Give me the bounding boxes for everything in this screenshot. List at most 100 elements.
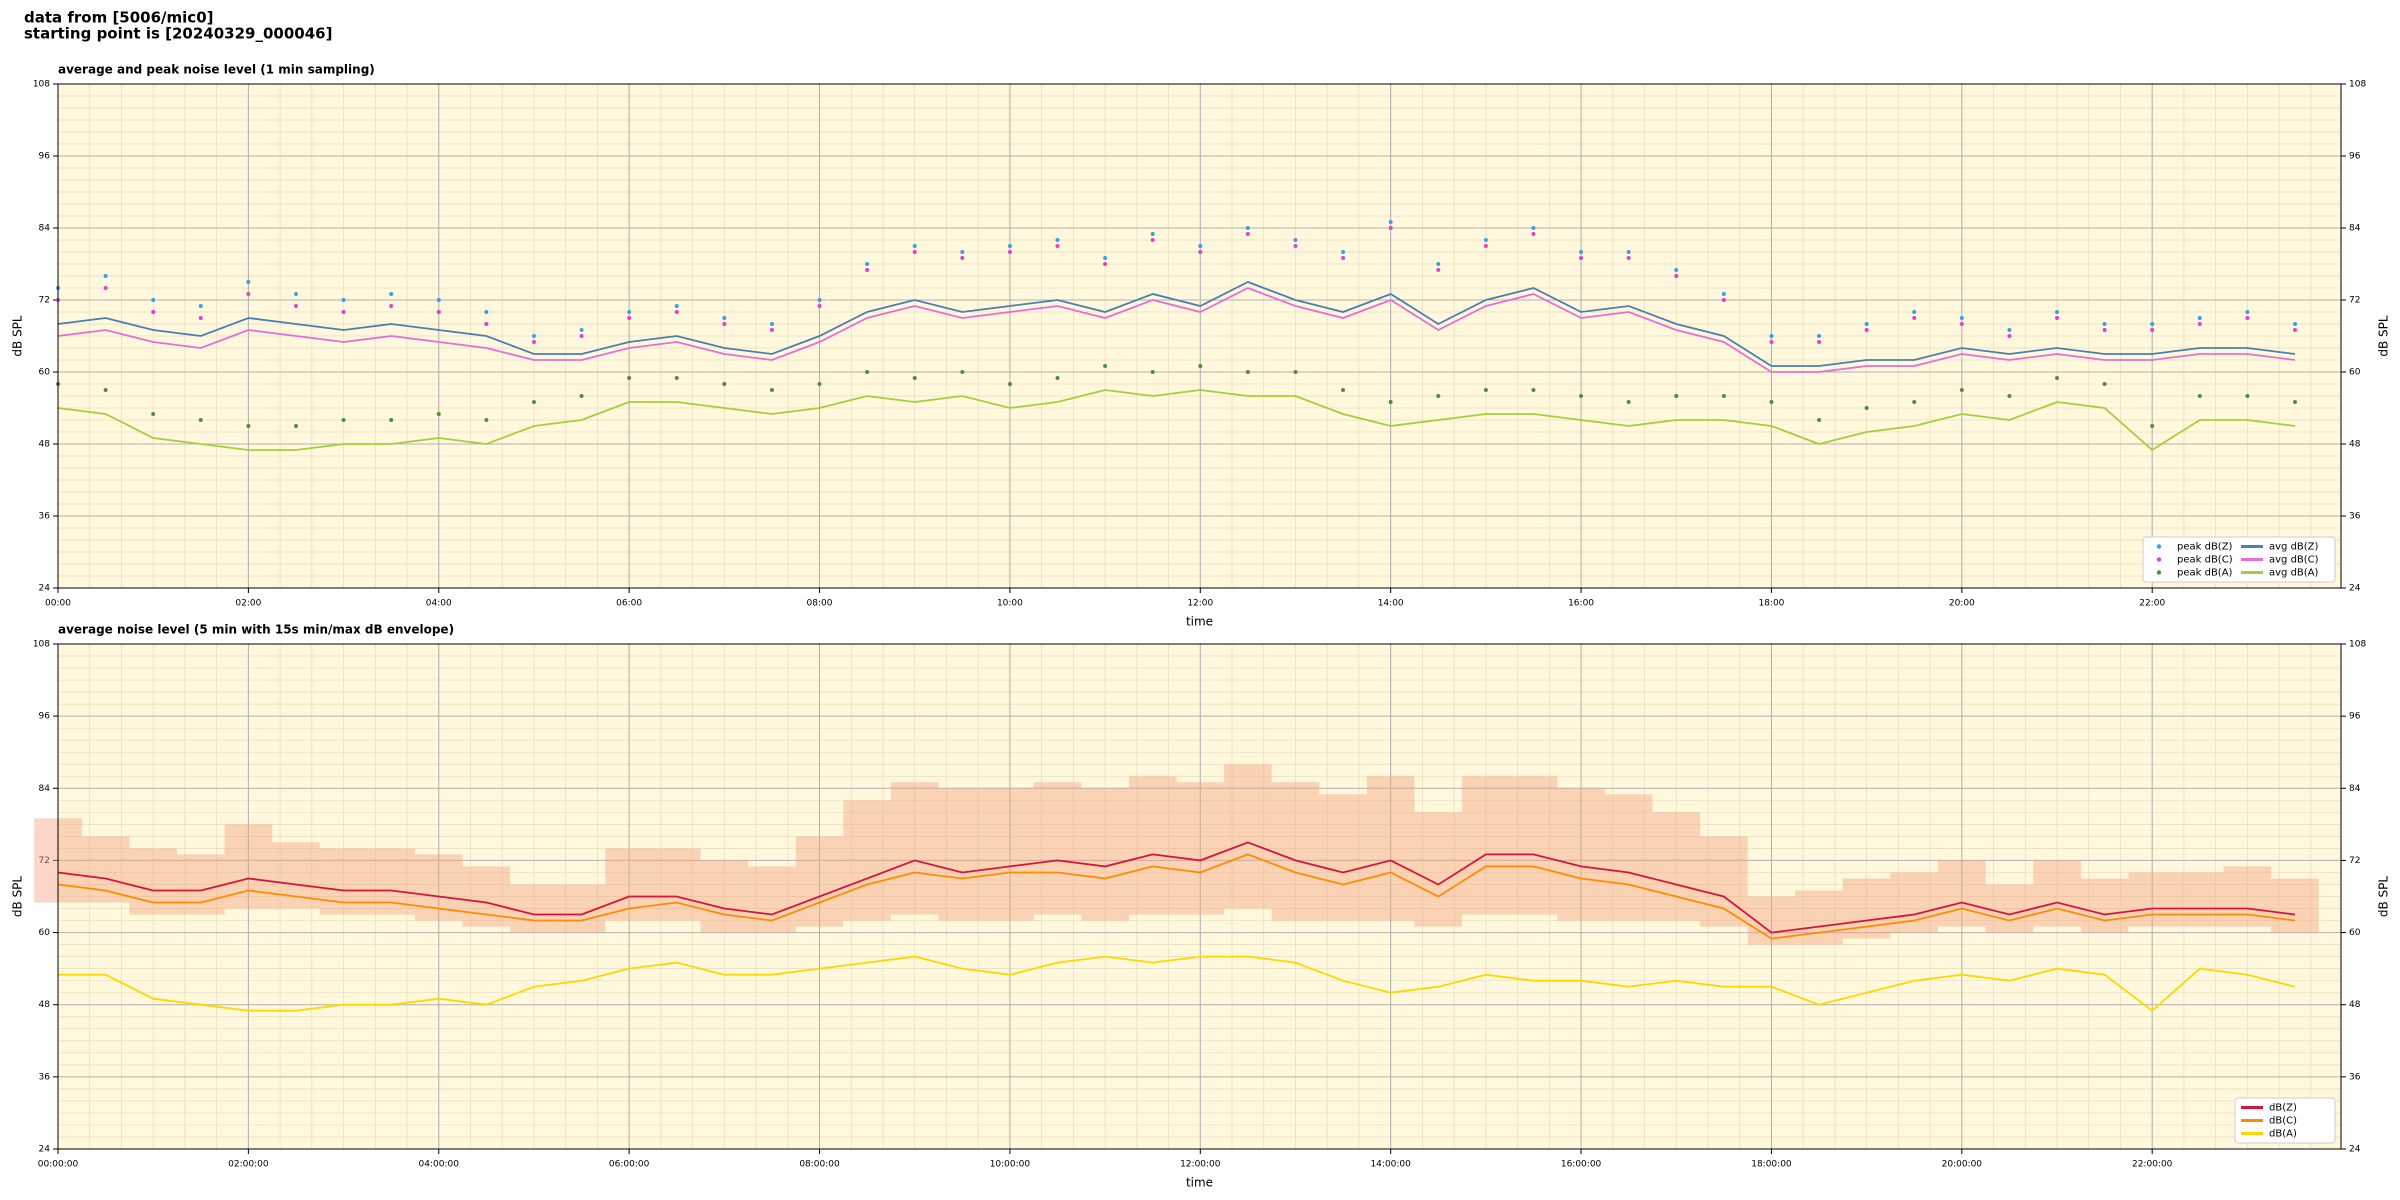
peak-point [389,418,394,422]
peak-point [1579,256,1584,260]
peak-point [960,370,965,374]
series-line [57,281,2296,367]
peak-point [198,316,203,320]
peak-point [1721,298,1726,302]
x-tick-label: 10:00:00 [990,1160,1031,1170]
x-tick-label: 12:00:00 [1180,1160,1221,1170]
peak-point [1912,400,1917,404]
envelope-bar [176,854,225,915]
y-tick-label: 108 [33,640,50,650]
peak-point [1721,292,1726,296]
legend-label: peak dB(Z) [2177,542,2233,553]
y2-tick-label: 84 [2349,224,2361,234]
y2-tick-label: 108 [2349,640,2366,650]
peak-point [1483,388,1488,392]
y2-tick-label: 48 [2349,1000,2361,1010]
envelope-bar [2080,878,2129,933]
y2-tick-label: 72 [2349,296,2360,306]
peak-point [103,274,108,278]
legend-box [2234,1097,2336,1144]
peak-point [2245,316,2250,320]
x-tick-label: 04:00 [426,599,452,609]
peak-point [2292,400,2297,404]
y-tick-label: 84 [39,784,51,794]
peak-point [1388,226,1393,230]
envelope-bar [938,788,987,921]
peak-point [1007,382,1012,386]
envelope-bar [2128,872,2177,927]
peak-point [2007,328,2012,332]
peak-point [198,304,203,308]
envelope-bar [1938,860,1986,927]
peak-point [1959,388,1964,392]
envelope-bar [1509,776,1558,915]
peak-point [1007,250,1012,254]
peak-point [1769,340,1774,344]
y-axis-label: dB SPL [11,315,25,357]
peak-point [389,304,394,308]
peak-point [2150,328,2155,332]
envelope-bar [843,800,891,921]
envelope-bar [2033,860,2081,927]
peak-point [1198,364,1203,368]
peak-point [2245,394,2250,398]
peak-point [2197,316,2202,320]
envelope-bar [1271,782,1320,921]
peak-point [769,388,774,392]
envelope-bar [748,866,796,933]
peak-point [1293,238,1298,242]
peak-point [1531,232,1536,236]
peak-point [198,418,203,422]
y2-tick-label: 36 [2349,1072,2361,1082]
legend-label: avg dB(C) [2269,555,2319,566]
series-line [57,853,2296,940]
legend-label: avg dB(Z) [2269,542,2319,553]
x-tick-label: 22:00 [2139,599,2165,609]
peak-point [531,340,536,344]
envelope-bar [367,848,415,915]
y-tick-label: 24 [39,584,51,594]
peak-point [1436,262,1441,266]
peak-point [817,304,822,308]
legend-label: peak dB(C) [2177,555,2233,566]
peak-point [1293,370,1298,374]
envelope-bar [1652,812,1701,921]
x-axis-label: time [1186,1176,1213,1190]
series-line [58,955,2296,1012]
peak-point [1864,328,1869,332]
peak-point [674,304,679,308]
x-tick-label: 08:00:00 [799,1160,840,1170]
envelope-bar [1795,890,1843,945]
legend-marker [2156,570,2162,575]
peak-point [1817,418,1822,422]
x-tick-label: 00:00 [45,599,71,609]
envelope-bar [81,836,130,903]
y-tick-label: 72 [39,296,50,306]
y2-tick-label: 24 [2349,584,2361,594]
peak-point [1959,322,1964,326]
peak-point [1388,400,1393,404]
peak-point [2292,322,2297,326]
peak-point [674,376,679,380]
envelope-bar [1366,776,1415,921]
series-line [57,841,2296,934]
y-tick-label: 48 [39,1000,51,1010]
x-tick-label: 14:00:00 [1370,1160,1411,1170]
envelope-bar [414,854,463,921]
x-tick-label: 02:00:00 [228,1160,269,1170]
envelope-bar [1081,788,1129,921]
peak-point [579,394,584,398]
peak-point [1245,226,1250,230]
y-tick-label: 84 [39,224,51,234]
peak-point [2150,424,2155,428]
peak-point [246,292,251,296]
peak-point [1150,238,1155,242]
y-tick-label: 72 [39,856,50,866]
peak-point [341,310,346,314]
peak-point [2055,316,2060,320]
peak-point [817,382,822,386]
y-tick-label: 96 [39,152,51,162]
series-line [57,389,2296,452]
envelope-bar [1414,812,1463,927]
